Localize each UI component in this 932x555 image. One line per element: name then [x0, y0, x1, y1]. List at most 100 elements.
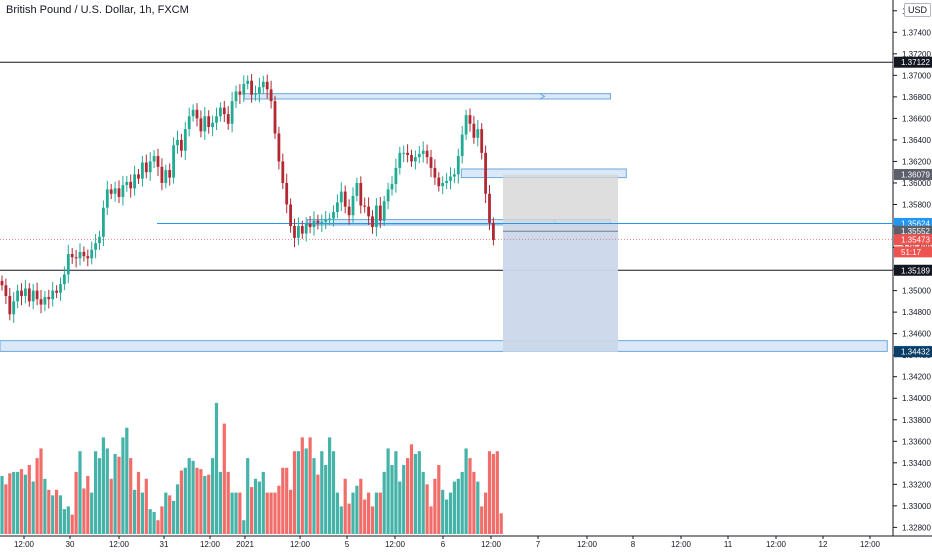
candle: [172, 145, 175, 178]
candle: [8, 295, 12, 315]
price-label-bg: [894, 225, 932, 237]
price-tick-label: 1.35800: [902, 200, 931, 209]
candle: [308, 223, 312, 228]
candle: [265, 81, 269, 90]
candle: [82, 251, 86, 257]
volume-bar: [460, 471, 464, 534]
volume-bar: [121, 437, 125, 534]
candle: [258, 87, 261, 94]
volume-bar: [261, 471, 265, 534]
price-label-bg: [894, 217, 932, 229]
candle: [453, 174, 456, 177]
volume-bar: [355, 485, 359, 534]
candle: [74, 257, 78, 259]
volume-bar: [468, 458, 472, 534]
volume-bar: [218, 471, 222, 534]
candle: [141, 162, 144, 179]
volume-bar: [58, 495, 63, 534]
volume-bar: [394, 451, 398, 534]
candle: [468, 115, 472, 124]
candle: [320, 221, 324, 223]
candle: [27, 288, 31, 302]
candle: [176, 139, 179, 146]
candle: [55, 290, 58, 293]
volume-bar: [425, 484, 429, 534]
volume-bar: [250, 487, 254, 534]
time-tick-label: 5: [345, 540, 350, 549]
volume-bar: [226, 471, 230, 534]
candle: [250, 80, 253, 95]
price-tick-label: 1.33600: [902, 437, 931, 446]
candle: [234, 91, 238, 102]
volume-bar: [331, 451, 336, 534]
volume-bar: [144, 478, 148, 534]
price-tick-label: 1.37000: [902, 71, 931, 80]
candle: [386, 189, 390, 202]
position-target-area: [503, 223, 618, 352]
volume-bar: [316, 474, 320, 534]
candle: [336, 202, 339, 213]
volume-bar: [413, 453, 417, 534]
volume-bar: [31, 481, 35, 534]
time-tick-label: 7: [536, 540, 541, 549]
price-label: 51:17: [901, 248, 922, 257]
volume-bar: [234, 492, 238, 534]
volume-bar: [445, 499, 449, 534]
candle: [207, 116, 211, 128]
price-label: 1.36079: [901, 170, 930, 179]
time-tick-label: 12:00: [290, 540, 311, 549]
candle: [441, 182, 445, 187]
price-tick-label: 1.33200: [902, 480, 931, 489]
candle: [371, 216, 374, 228]
volume-bar: [0, 476, 4, 534]
volume-bar: [484, 492, 488, 534]
candle: [261, 81, 265, 88]
volume-bar: [257, 481, 261, 534]
candle: [222, 107, 226, 115]
volume-bar: [265, 492, 269, 534]
candle: [20, 290, 23, 296]
volume-bar: [105, 448, 109, 534]
volume-bar: [480, 506, 484, 534]
candle: [417, 153, 421, 158]
volume-bar: [78, 451, 82, 534]
volume-bar: [140, 492, 144, 534]
price-label: 1.34432: [901, 348, 930, 357]
volume-bar: [74, 471, 78, 534]
price-tick-label: 1.34200: [902, 373, 931, 382]
price-tick-label: 1.33000: [902, 502, 931, 511]
candle: [0, 280, 4, 286]
volume-bar: [335, 492, 339, 534]
candle: [203, 116, 207, 132]
price-label: 1.35552: [901, 227, 930, 236]
volume-bar: [289, 489, 293, 534]
volume-bar: [90, 492, 94, 534]
currency-button[interactable]: USD: [904, 3, 932, 17]
candle: [324, 219, 328, 222]
volume-bar: [242, 520, 246, 534]
volume-bar: [214, 402, 219, 534]
price-tick-label: 1.36600: [902, 114, 931, 123]
volume-bar: [367, 492, 371, 534]
candle: [375, 205, 378, 228]
volume-bar: [246, 458, 250, 534]
candle: [215, 116, 218, 123]
candle: [199, 118, 203, 132]
volume-bar: [129, 458, 133, 534]
time-tick-label: 31: [160, 540, 169, 549]
candle: [63, 274, 66, 285]
candle: [94, 243, 97, 250]
candle: [281, 161, 285, 183]
volume-bar: [452, 481, 456, 534]
candle: [12, 301, 16, 315]
candle: [293, 226, 296, 238]
candle: [86, 256, 90, 259]
candle: [164, 170, 168, 183]
candle: [4, 285, 8, 296]
candle: [433, 167, 437, 178]
volume-bar: [409, 444, 414, 534]
volume-bar: [499, 513, 503, 534]
volume-bar: [27, 465, 31, 534]
